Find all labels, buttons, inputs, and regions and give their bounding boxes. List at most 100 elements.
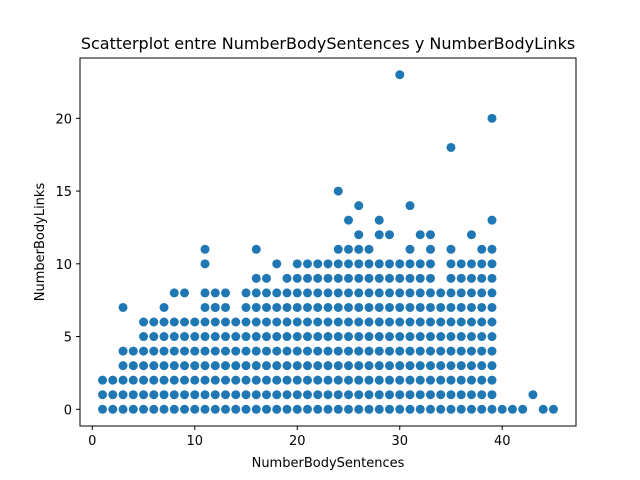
data-point bbox=[405, 273, 415, 283]
data-point bbox=[282, 317, 292, 327]
data-point bbox=[323, 390, 333, 400]
data-point bbox=[200, 390, 210, 400]
data-point bbox=[190, 317, 200, 327]
data-point bbox=[98, 404, 108, 414]
data-point bbox=[405, 244, 415, 254]
data-point bbox=[241, 288, 251, 298]
y-tick-label: 20 bbox=[55, 112, 72, 127]
data-point bbox=[262, 302, 272, 312]
data-point bbox=[313, 332, 323, 342]
data-point bbox=[384, 273, 394, 283]
data-point bbox=[344, 404, 353, 414]
data-point bbox=[384, 230, 394, 240]
data-point bbox=[333, 302, 343, 312]
data-point bbox=[128, 390, 138, 400]
data-point bbox=[466, 332, 476, 342]
data-point bbox=[487, 404, 497, 414]
data-point bbox=[251, 302, 261, 312]
data-point bbox=[159, 375, 169, 385]
data-point bbox=[374, 375, 384, 385]
data-point bbox=[487, 302, 497, 312]
data-point bbox=[425, 375, 435, 385]
data-point bbox=[384, 346, 394, 356]
data-point bbox=[180, 404, 190, 414]
data-point bbox=[395, 346, 405, 356]
data-point bbox=[149, 346, 159, 356]
data-point bbox=[415, 332, 425, 342]
data-point bbox=[221, 375, 231, 385]
data-point bbox=[405, 259, 415, 269]
data-point bbox=[466, 259, 476, 269]
data-point bbox=[292, 390, 302, 400]
data-point bbox=[200, 259, 210, 269]
data-point bbox=[210, 302, 220, 312]
x-tick-label: 0 bbox=[88, 434, 96, 449]
data-point bbox=[436, 317, 446, 327]
data-point bbox=[415, 317, 425, 327]
data-point bbox=[200, 375, 210, 385]
data-point bbox=[180, 317, 190, 327]
data-point bbox=[272, 332, 282, 342]
data-point bbox=[323, 375, 333, 385]
data-point bbox=[344, 288, 353, 298]
data-point bbox=[333, 361, 343, 371]
data-point bbox=[303, 332, 312, 342]
data-point bbox=[415, 404, 425, 414]
data-point bbox=[98, 390, 108, 400]
data-point bbox=[466, 273, 476, 283]
data-point bbox=[313, 317, 323, 327]
data-point bbox=[282, 302, 292, 312]
data-point bbox=[210, 332, 220, 342]
data-point bbox=[456, 375, 466, 385]
data-point bbox=[190, 375, 200, 385]
data-point bbox=[210, 317, 220, 327]
data-point bbox=[251, 332, 261, 342]
data-point bbox=[425, 346, 435, 356]
data-point bbox=[139, 361, 149, 371]
data-point bbox=[282, 346, 292, 356]
data-point bbox=[477, 273, 487, 283]
data-point bbox=[231, 361, 241, 371]
data-point bbox=[282, 361, 292, 371]
data-point bbox=[282, 404, 292, 414]
data-point bbox=[487, 215, 497, 225]
data-point bbox=[395, 288, 405, 298]
data-point bbox=[405, 317, 415, 327]
data-point bbox=[272, 390, 282, 400]
data-point bbox=[241, 390, 251, 400]
data-point bbox=[344, 390, 353, 400]
data-point bbox=[436, 375, 446, 385]
data-point bbox=[169, 390, 179, 400]
data-point bbox=[384, 259, 394, 269]
data-point bbox=[210, 375, 220, 385]
data-point bbox=[487, 113, 497, 123]
data-point bbox=[364, 259, 374, 269]
data-point bbox=[344, 215, 353, 225]
data-point bbox=[497, 404, 507, 414]
data-point bbox=[477, 375, 487, 385]
data-point bbox=[415, 273, 425, 283]
data-point bbox=[425, 390, 435, 400]
data-point bbox=[190, 361, 200, 371]
data-point bbox=[313, 361, 323, 371]
data-point bbox=[241, 332, 251, 342]
data-point bbox=[210, 404, 220, 414]
data-point bbox=[456, 390, 466, 400]
data-point bbox=[108, 404, 118, 414]
data-point bbox=[251, 244, 261, 254]
data-point bbox=[272, 288, 282, 298]
data-point bbox=[159, 404, 169, 414]
data-point bbox=[333, 259, 343, 269]
data-point bbox=[456, 288, 466, 298]
data-point bbox=[395, 259, 405, 269]
data-point bbox=[251, 390, 261, 400]
data-point bbox=[384, 390, 394, 400]
data-point bbox=[139, 332, 149, 342]
data-point bbox=[262, 288, 272, 298]
data-point bbox=[333, 244, 343, 254]
data-point bbox=[200, 361, 210, 371]
data-point bbox=[221, 288, 231, 298]
data-point bbox=[200, 332, 210, 342]
data-point bbox=[364, 375, 374, 385]
data-point bbox=[405, 201, 415, 211]
